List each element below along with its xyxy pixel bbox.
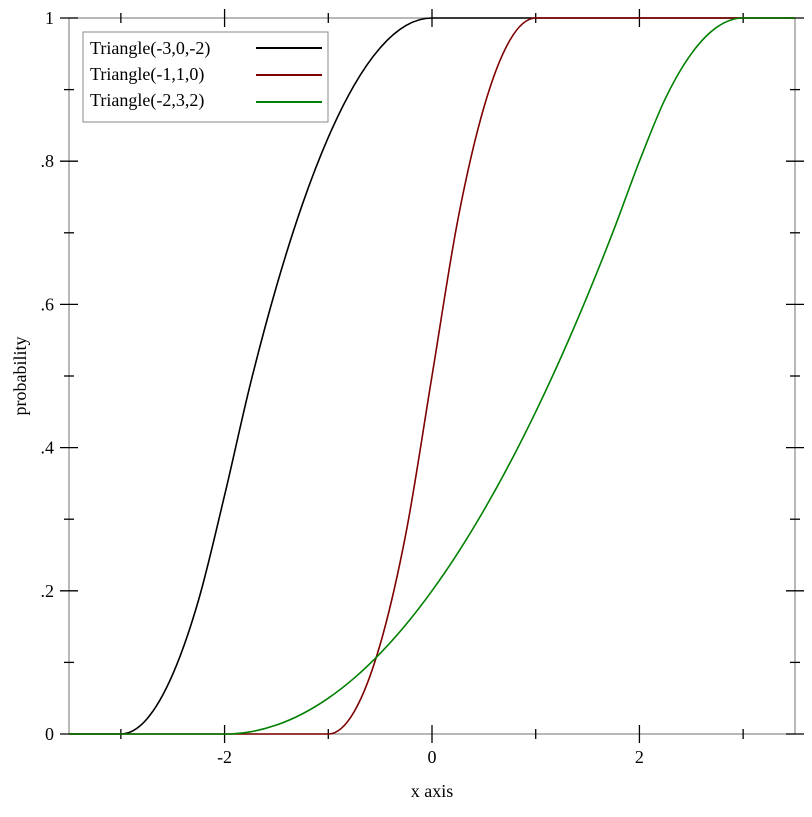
series-lines [69, 17, 795, 735]
axis-ticks: -2 0 2 0 .2 .4 .6 .8 1 [41, 8, 804, 767]
x-tick-label: 0 [428, 747, 437, 767]
series-line-1 [69, 17, 795, 735]
legend-label-2: Triangle(-2,3,2) [90, 90, 204, 111]
x-axis-label: x axis [411, 781, 454, 801]
y-tick-label: 0 [45, 724, 54, 744]
y-axis-label: probability [10, 337, 30, 416]
y-tick-label: .6 [41, 294, 55, 314]
series-line-2 [69, 17, 795, 735]
legend-label-0: Triangle(-3,0,-2) [90, 38, 210, 59]
y-tick-label: .4 [41, 438, 55, 458]
y-tick-label: 1 [45, 8, 54, 28]
legend: Triangle(-3,0,-2) Triangle(-1,1,0) Trian… [82, 31, 329, 123]
legend-label-1: Triangle(-1,1,0) [90, 64, 204, 85]
x-tick-label: 2 [635, 747, 644, 767]
y-tick-label: .2 [41, 581, 55, 601]
y-tick-label: .8 [41, 151, 55, 171]
x-tick-label: -2 [217, 747, 232, 767]
